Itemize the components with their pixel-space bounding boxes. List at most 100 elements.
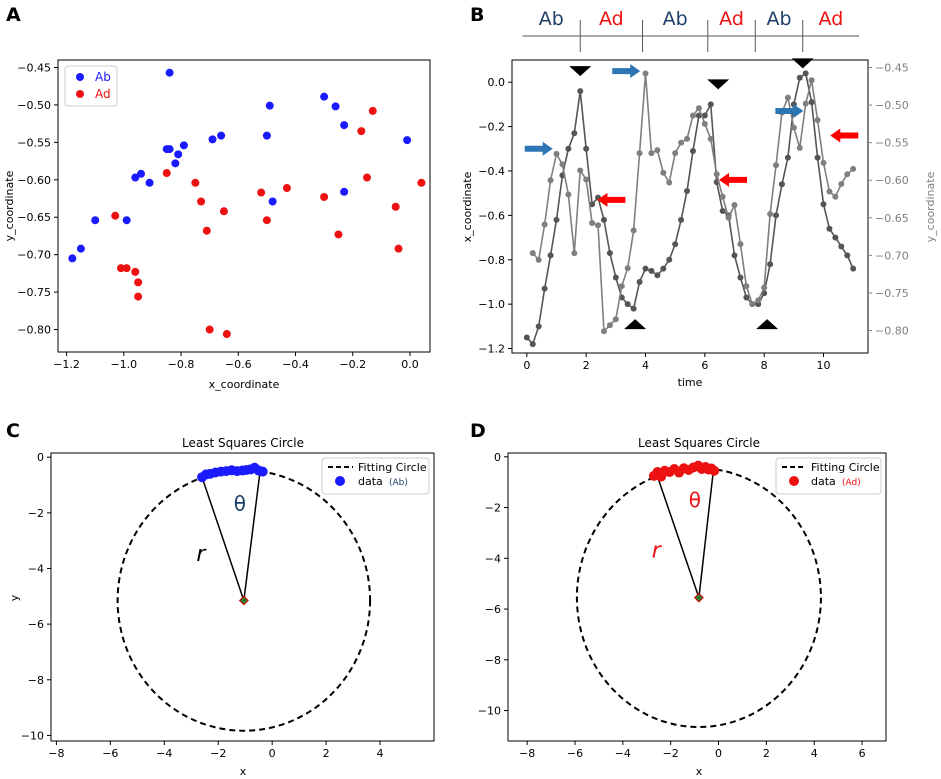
point-ad xyxy=(357,127,366,136)
series-point-y_coordinate xyxy=(589,220,596,227)
series-point-x_coordinate xyxy=(606,250,613,257)
point-ab xyxy=(320,92,329,101)
point-ab xyxy=(145,178,154,187)
y-ticks-left: 0.0 −0.2 −0.4 −0.6 −0.8 −1.0 −1.2 xyxy=(478,76,512,356)
series-point-x_coordinate xyxy=(743,294,750,301)
point-ab xyxy=(76,244,85,253)
radius-line xyxy=(243,471,261,601)
series-point-y_coordinate xyxy=(802,100,809,107)
x-axis-label: time xyxy=(678,376,703,389)
series-point-y_coordinate xyxy=(636,150,643,157)
series-point-x_coordinate xyxy=(844,252,851,259)
series-point-y_coordinate xyxy=(796,144,803,151)
annotations xyxy=(524,58,859,330)
series-point-y_coordinate xyxy=(749,301,756,308)
y-tick-label: 0 xyxy=(37,451,44,464)
x-tick-label: −4 xyxy=(156,747,172,760)
x-tick-label: −0.8 xyxy=(168,358,195,371)
point-ab xyxy=(171,159,180,168)
y-ticks: 0 −2 −4 −6 −8 −10 xyxy=(478,451,508,718)
y-axis-label: y_coordinate xyxy=(3,170,16,241)
x-tick-label: −2 xyxy=(210,747,226,760)
point-ad xyxy=(368,106,377,115)
series-point-x_coordinate xyxy=(589,201,596,208)
x-tick-label: 2 xyxy=(583,359,590,372)
y-tick-label: −8 xyxy=(485,654,501,667)
y-axis-label: y xyxy=(8,594,21,601)
arrow-left xyxy=(830,128,859,143)
y-tick-label: −0.50 xyxy=(875,99,909,112)
panel-label-b: B xyxy=(470,4,484,26)
x-ticks: −1.2 −1.0 −0.8 −0.6 −0.4 −0.2 0.0 xyxy=(53,352,419,371)
extremum-marker-down xyxy=(791,58,814,69)
series-point-y_coordinate xyxy=(725,214,732,221)
point-ad xyxy=(134,278,143,287)
point-ad xyxy=(131,267,140,276)
point-ab xyxy=(340,121,349,130)
series-point-x_coordinate xyxy=(529,341,536,348)
y-tick-label: −0.6 xyxy=(478,209,505,222)
y-tick-label: 0.0 xyxy=(488,76,506,89)
x-tick-label: 6 xyxy=(859,747,866,760)
y-tick-label: −0.45 xyxy=(875,62,909,75)
point-ad xyxy=(162,169,171,178)
series-point-x_coordinate xyxy=(737,274,744,281)
segment-label-ab: Ab xyxy=(766,8,791,30)
point-ad xyxy=(334,230,343,239)
x-axis-label: x xyxy=(696,765,703,778)
series-point-y_coordinate xyxy=(689,112,696,119)
legend-circle-label: Fitting Circle xyxy=(811,461,880,474)
series-point-x_coordinate xyxy=(571,130,578,137)
series-point-y_coordinate xyxy=(719,193,726,200)
series-point-y_coordinate xyxy=(773,162,780,169)
series-point-x_coordinate xyxy=(541,285,548,292)
series-point-x_coordinate xyxy=(767,261,774,268)
y-tick-label: −0.65 xyxy=(17,211,51,224)
series-point-y_coordinate xyxy=(595,222,602,229)
point-ab xyxy=(265,101,274,110)
segment-label-ad: Ad xyxy=(599,8,624,30)
series-point-y_coordinate xyxy=(565,191,572,198)
y-tick-label: −0.80 xyxy=(17,324,51,337)
series-line-x_coordinate xyxy=(526,71,854,346)
radius-label: r xyxy=(652,538,663,563)
y-tick-label: −4 xyxy=(485,552,501,565)
legend-marker-ad xyxy=(76,90,84,98)
legend-data-marker xyxy=(789,476,799,486)
y-tick-label: −1.2 xyxy=(478,343,505,356)
data-point-ab xyxy=(257,466,268,477)
point-ad xyxy=(197,197,206,206)
series-point-y_coordinate xyxy=(737,241,744,248)
x-tick-label: 10 xyxy=(817,359,831,372)
series-point-x_coordinate xyxy=(672,241,679,248)
segment-label-ab: Ab xyxy=(539,8,564,30)
panel-b-chart: Ab Ad Ab Ad Ab Ad 0 2 4 6 8 10 0.0 −0.2 −0.4 −0.6 −0.8… xyxy=(461,8,937,389)
radius-line xyxy=(698,471,715,598)
point-ab xyxy=(165,68,174,77)
legend-data-tag: (Ab) xyxy=(389,478,408,488)
point-ad xyxy=(205,325,214,334)
legend: Ab Ad xyxy=(64,65,118,107)
series-point-y_coordinate xyxy=(624,265,631,272)
x-ticks: −8 −6 −4 −2 0 2 4 xyxy=(48,741,384,760)
series-point-y_coordinate xyxy=(731,201,738,208)
point-ad xyxy=(111,211,120,220)
series-point-x_coordinate xyxy=(802,70,809,77)
point-ad xyxy=(391,202,400,211)
point-ab xyxy=(331,102,340,111)
series-point-x_coordinate xyxy=(678,216,685,223)
chart-title: Least Squares Circle xyxy=(638,436,760,450)
series-point-x_coordinate xyxy=(808,99,815,106)
x-tick-label: −6 xyxy=(102,747,118,760)
x-tick-label: 8 xyxy=(761,359,768,372)
y-axis-label-right: y_coordinate xyxy=(924,171,937,242)
point-ab xyxy=(91,216,100,225)
legend: Fitting Circle data (Ab) xyxy=(321,457,430,495)
x-tick-label: 0 xyxy=(269,747,276,760)
series-point-y_coordinate xyxy=(541,221,548,228)
x-tick-label: −0.6 xyxy=(225,358,252,371)
series-point-y_coordinate xyxy=(850,165,857,172)
point-ad xyxy=(219,207,228,216)
x-tick-label: −1.2 xyxy=(53,358,80,371)
